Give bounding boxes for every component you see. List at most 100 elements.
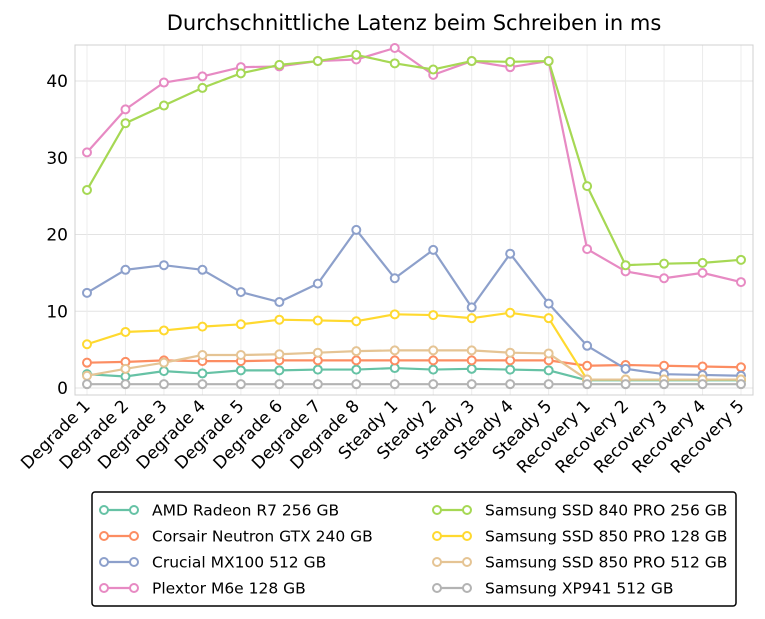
data-point [82,339,92,350]
data-point [466,345,477,356]
data-point [582,340,593,351]
data-point [736,379,746,390]
series-line [86,349,741,381]
data-point [351,355,362,366]
data-point [158,100,169,111]
data-point [197,71,208,82]
data-point [120,326,131,337]
data-point [351,224,362,235]
data-point [543,298,554,309]
data-point [543,365,554,376]
data-point [697,361,708,372]
data-point [697,379,708,390]
legend-swatch-marker [129,531,139,541]
data-point [582,244,593,255]
data-point [274,365,285,376]
data-point [197,321,208,332]
grid [75,45,753,395]
legend-swatch-marker [432,583,442,593]
data-point [120,363,131,374]
legend-label: Samsung SSD 850 PRO 128 GB [485,528,727,546]
data-point [736,254,746,265]
data-point [505,56,516,67]
data-point [351,379,362,390]
data-point [158,260,169,271]
data-point [505,248,516,259]
data-point [82,147,92,158]
legend-swatch-marker [432,505,442,515]
data-point [389,345,400,356]
legend-label: Crucial MX100 512 GB [152,554,326,572]
data-point [389,58,400,69]
data-point [428,345,439,356]
data-point [197,82,208,93]
y-tick-label: 20 [46,226,68,246]
data-point [389,309,400,320]
legend-swatch-marker [462,557,472,567]
data-point [428,355,439,366]
legend-swatch-marker [129,557,139,567]
data-point [274,297,285,308]
legend-label: Samsung SSD 850 PRO 512 GB [485,554,727,572]
data-point [543,56,554,67]
data-point [659,379,670,390]
data-point [235,287,246,298]
data-point [312,278,323,289]
data-point [158,366,169,377]
data-point [312,347,323,358]
legend-swatch-marker [99,557,109,567]
legend-frame [91,491,737,607]
data-point [543,348,554,359]
data-point [389,273,400,284]
series-line [86,359,742,369]
data-point [428,310,439,321]
legend-label: Samsung XP941 512 GB [485,580,674,598]
data-point [235,365,246,376]
series-line [86,53,742,267]
data-point [697,257,708,268]
data-point [120,379,131,390]
series-line [86,46,742,284]
legend-label: Corsair Neutron GTX 240 GB [152,528,373,546]
data-point [659,273,670,284]
data-point [312,315,323,326]
data-point [351,346,362,357]
data-point [120,104,131,115]
data-point [274,379,285,390]
data-point [312,56,323,67]
data-point [736,362,746,373]
data-point [235,319,246,330]
data-point [582,360,593,371]
data-point [428,244,439,255]
data-point [120,264,131,275]
data-point [466,56,477,67]
legend-swatch-marker [462,505,472,515]
data-point [82,184,92,195]
data-point [274,59,285,70]
data-point [82,287,92,298]
data-point [389,379,400,390]
data-point [351,49,362,60]
data-point [235,68,246,79]
legend: AMD Radeon R7 256 GB Corsair Neutron GTX … [91,491,737,607]
data-point [620,363,631,374]
data-point [659,360,670,371]
data-point [197,349,208,360]
legend-swatch-marker [99,505,109,515]
series-line [86,228,742,377]
legend-label: Samsung SSD 840 PRO 256 GB [485,502,727,520]
data-point [158,357,169,368]
data-point [274,349,285,360]
data-point [82,379,92,390]
data-point [389,42,400,53]
data-point [428,64,439,75]
legend-label: AMD Radeon R7 256 GB [152,502,339,520]
data-point [620,260,631,271]
data-point [659,258,670,269]
data-point [505,347,516,358]
legend-swatch-marker [432,531,442,541]
data-point [120,118,131,129]
data-point [312,364,323,375]
data-point [466,355,477,366]
data-point [351,364,362,375]
